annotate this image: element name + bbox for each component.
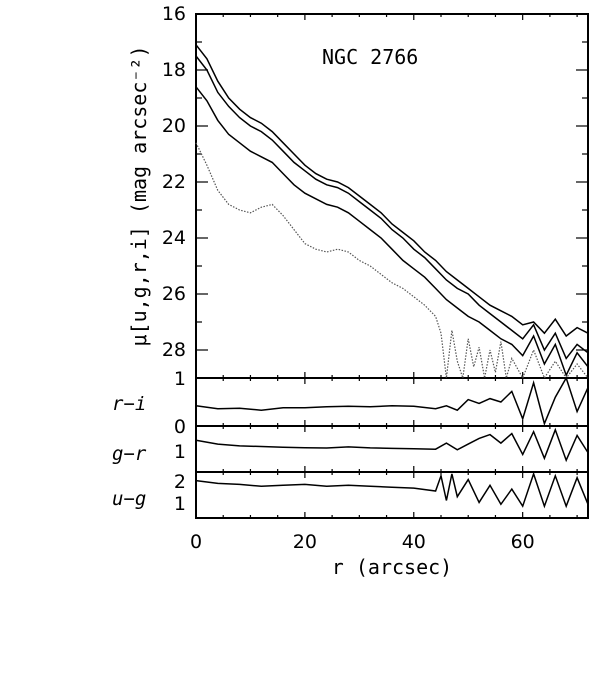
ri-tick-label: 0	[174, 416, 186, 438]
y-axis-title: μ[u,g,r,i] (mag arcsec⁻²)	[127, 45, 151, 346]
y-tick-label: 26	[162, 283, 186, 305]
surface-brightness-series-line-3	[195, 142, 589, 380]
g-r-series-line-0	[195, 427, 589, 463]
y-tick-label: 18	[162, 59, 186, 81]
data-curves	[195, 44, 589, 509]
surface-brightness-series-line-2	[195, 86, 589, 378]
ug-panel-frame	[195, 471, 589, 519]
x-axis-title: r (arcsec)	[332, 555, 452, 579]
tick-marks	[195, 13, 588, 518]
ug-tick-label: 2	[174, 471, 186, 493]
u-g-series-line-0	[195, 471, 589, 509]
gr-tick-label: 1	[174, 441, 186, 463]
y-tick-label: 20	[162, 115, 186, 137]
galaxy-annotation: NGC 2766	[322, 45, 418, 69]
ri-panel-label: r−i	[112, 393, 146, 415]
y-tick-label: 28	[162, 339, 186, 361]
ri-panel-frame	[195, 377, 589, 427]
ug-panel-label: u−g	[112, 488, 146, 510]
y-tick-label: 24	[162, 227, 186, 249]
ri-tick-label: 1	[174, 368, 186, 390]
x-tick-label: 0	[190, 531, 202, 553]
x-tick-label: 20	[293, 531, 317, 553]
y-tick-label: 22	[162, 171, 186, 193]
y-tick-label: 16	[162, 3, 186, 25]
gr-panel-label: g−r	[112, 443, 147, 465]
ug-tick-label: 1	[174, 493, 186, 515]
r-i-series-line-0	[195, 376, 589, 426]
surface-brightness-series-line-1	[195, 55, 589, 360]
surface-brightness-series-line-0	[195, 44, 589, 338]
x-tick-label: 40	[402, 531, 426, 553]
x-tick-label: 60	[511, 531, 535, 553]
